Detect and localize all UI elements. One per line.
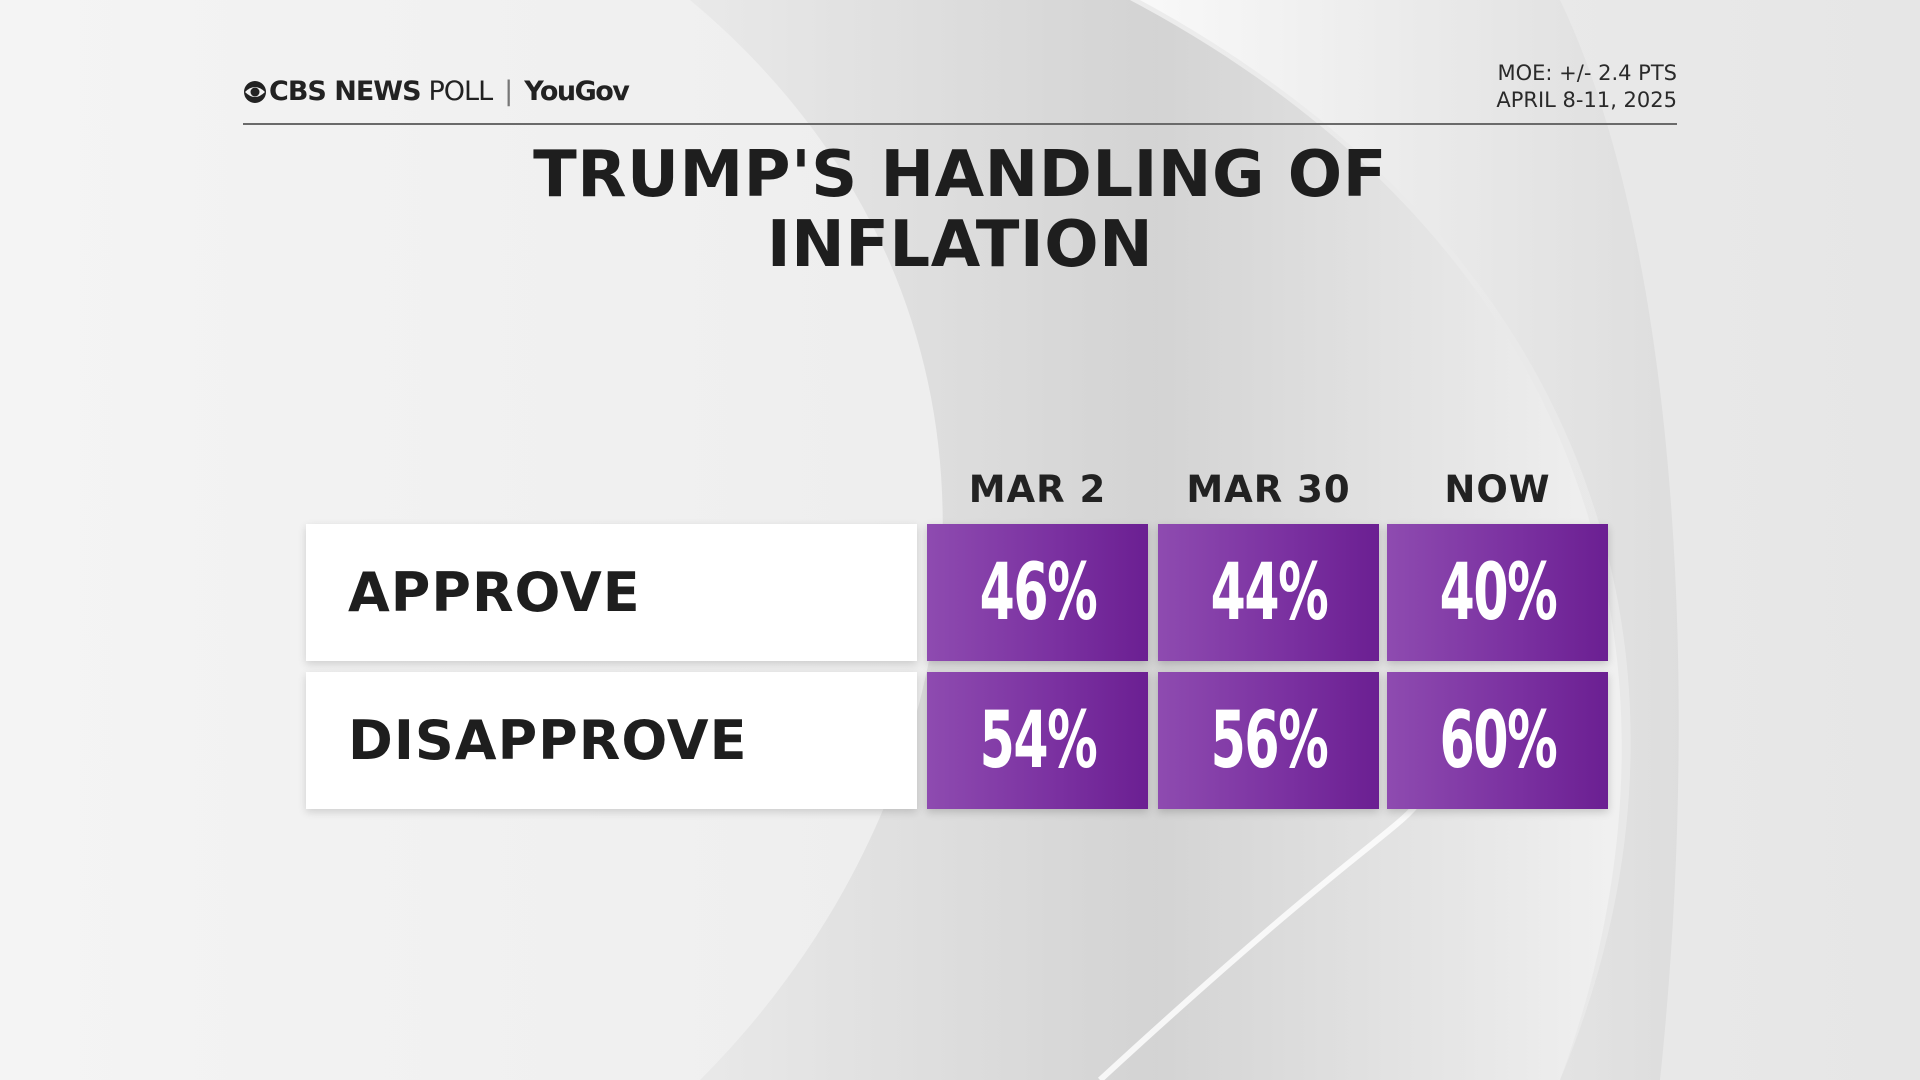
value: 46% — [979, 547, 1097, 638]
title-line-2: INFLATION — [766, 208, 1154, 282]
logo-separator: | — [504, 76, 513, 107]
value: 54% — [979, 695, 1097, 786]
logo-brand: CBS NEWS — [269, 76, 422, 107]
header: CBS NEWS POLL | YouGov MOE: +/- 2.4 PTS … — [243, 60, 1677, 125]
poll-dates: APRIL 8-11, 2025 — [1496, 88, 1677, 112]
column-header-now: NOW — [1444, 468, 1551, 511]
column-header-mar-2: MAR 2 — [968, 468, 1107, 511]
cell-approve-now: 40% — [1387, 524, 1608, 661]
margin-of-error: MOE: +/- 2.4 PTS — [1497, 61, 1677, 85]
cell-approve-mar-30: 44% — [1158, 524, 1379, 661]
value: 60% — [1439, 695, 1557, 786]
row-label-disapprove: DISAPPROVE — [306, 672, 917, 809]
cbs-eye-icon — [244, 80, 266, 103]
cell-approve-mar-2: 46% — [927, 524, 1148, 661]
cell-disapprove-mar-30: 56% — [1158, 672, 1379, 809]
value: 40% — [1439, 547, 1557, 638]
cell-disapprove-mar-2: 54% — [927, 672, 1148, 809]
logo-partner: YouGov — [524, 76, 630, 107]
column-header-mar-30: MAR 30 — [1186, 468, 1351, 511]
logo-product: POLL — [428, 76, 494, 107]
title-line-1: TRUMP'S HANDLING OF — [533, 138, 1387, 212]
cell-disapprove-now: 60% — [1387, 672, 1608, 809]
page-title: TRUMP'S HANDLING OF INFLATION — [0, 140, 1920, 280]
cbs-yougov-logo: CBS NEWS POLL | YouGov — [243, 76, 630, 107]
value: 44% — [1210, 547, 1328, 638]
poll-info: MOE: +/- 2.4 PTS APRIL 8-11, 2025 — [1496, 60, 1677, 114]
value: 56% — [1210, 695, 1328, 786]
row-label-approve: APPROVE — [306, 524, 917, 661]
